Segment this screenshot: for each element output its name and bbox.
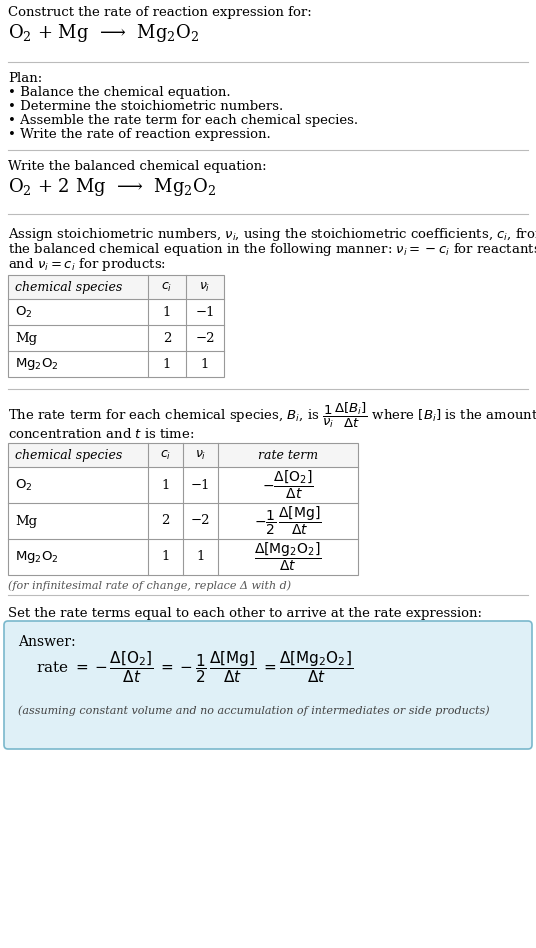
Text: $\mathregular{O_2}$ + Mg  ⟶  $\mathregular{Mg_2O_2}$: $\mathregular{O_2}$ + Mg ⟶ $\mathregular… xyxy=(8,22,199,44)
Text: chemical species: chemical species xyxy=(15,281,122,294)
Text: Plan:: Plan: xyxy=(8,72,42,85)
Text: concentration and $t$ is time:: concentration and $t$ is time: xyxy=(8,427,195,441)
Text: chemical species: chemical species xyxy=(15,448,122,462)
Text: $\nu_i$: $\nu_i$ xyxy=(199,281,211,294)
Text: $\mathregular{O_2}$ + 2 Mg  ⟶  $\mathregular{Mg_2O_2}$: $\mathregular{O_2}$ + 2 Mg ⟶ $\mathregul… xyxy=(8,176,216,198)
Text: Mg: Mg xyxy=(15,332,37,344)
Text: • Balance the chemical equation.: • Balance the chemical equation. xyxy=(8,86,230,99)
Text: rate $= -\dfrac{\Delta[\mathrm{O_2}]}{\Delta t}$$\; = -\dfrac{1}{2}\,\dfrac{\Del: rate $= -\dfrac{\Delta[\mathrm{O_2}]}{\D… xyxy=(36,649,353,684)
Text: 1: 1 xyxy=(201,357,209,371)
Text: rate term: rate term xyxy=(258,448,318,462)
Text: $-\dfrac{1}{2}\,\dfrac{\Delta[\mathrm{Mg}]}{\Delta t}$: $-\dfrac{1}{2}\,\dfrac{\Delta[\mathrm{Mg… xyxy=(254,505,322,538)
Text: −1: −1 xyxy=(191,479,210,491)
Text: the balanced chemical equation in the following manner: $\nu_i = -c_i$ for react: the balanced chemical equation in the fo… xyxy=(8,241,536,258)
Text: and $\nu_i = c_i$ for products:: and $\nu_i = c_i$ for products: xyxy=(8,256,166,273)
Text: Set the rate terms equal to each other to arrive at the rate expression:: Set the rate terms equal to each other t… xyxy=(8,607,482,620)
Bar xyxy=(8,443,358,575)
Text: 2: 2 xyxy=(161,515,170,527)
FancyBboxPatch shape xyxy=(4,621,532,749)
Text: $\mathrm{O_2}$: $\mathrm{O_2}$ xyxy=(15,304,33,319)
Text: $\mathrm{Mg_2O_2}$: $\mathrm{Mg_2O_2}$ xyxy=(15,549,58,565)
Bar xyxy=(8,275,224,299)
Text: $c_i$: $c_i$ xyxy=(160,448,171,462)
Text: The rate term for each chemical species, $B_i$, is $\dfrac{1}{\nu_i}\dfrac{\Delt: The rate term for each chemical species,… xyxy=(8,401,536,430)
Text: Mg: Mg xyxy=(15,515,37,527)
Text: Construct the rate of reaction expression for:: Construct the rate of reaction expressio… xyxy=(8,6,312,19)
Text: $\mathrm{O_2}$: $\mathrm{O_2}$ xyxy=(15,478,33,493)
Bar xyxy=(8,275,224,377)
Text: 1: 1 xyxy=(163,357,171,371)
Text: • Write the rate of reaction expression.: • Write the rate of reaction expression. xyxy=(8,128,271,141)
Text: $\mathrm{Mg_2O_2}$: $\mathrm{Mg_2O_2}$ xyxy=(15,356,58,372)
Text: • Assemble the rate term for each chemical species.: • Assemble the rate term for each chemic… xyxy=(8,114,358,127)
Text: 1: 1 xyxy=(196,551,205,563)
Bar xyxy=(8,443,358,467)
Text: $\nu_i$: $\nu_i$ xyxy=(195,448,206,462)
Text: (for infinitesimal rate of change, replace Δ with d): (for infinitesimal rate of change, repla… xyxy=(8,580,291,591)
Text: 1: 1 xyxy=(161,479,170,491)
Text: $c_i$: $c_i$ xyxy=(161,281,173,294)
Text: −2: −2 xyxy=(191,515,210,527)
Text: 1: 1 xyxy=(161,551,170,563)
Text: 1: 1 xyxy=(163,305,171,319)
Text: Answer:: Answer: xyxy=(18,635,76,649)
Text: −1: −1 xyxy=(195,305,215,319)
Text: Assign stoichiometric numbers, $\nu_i$, using the stoichiometric coefficients, $: Assign stoichiometric numbers, $\nu_i$, … xyxy=(8,226,536,243)
Text: $-\dfrac{\Delta[\mathrm{O_2}]}{\Delta t}$: $-\dfrac{\Delta[\mathrm{O_2}]}{\Delta t}… xyxy=(262,469,314,501)
Text: 2: 2 xyxy=(163,332,171,344)
Text: Write the balanced chemical equation:: Write the balanced chemical equation: xyxy=(8,160,266,173)
Text: $\dfrac{\Delta[\mathrm{Mg_2O_2}]}{\Delta t}$: $\dfrac{\Delta[\mathrm{Mg_2O_2}]}{\Delta… xyxy=(254,540,322,574)
Text: −2: −2 xyxy=(195,332,215,344)
Text: • Determine the stoichiometric numbers.: • Determine the stoichiometric numbers. xyxy=(8,100,283,113)
Text: (assuming constant volume and no accumulation of intermediates or side products): (assuming constant volume and no accumul… xyxy=(18,705,489,716)
